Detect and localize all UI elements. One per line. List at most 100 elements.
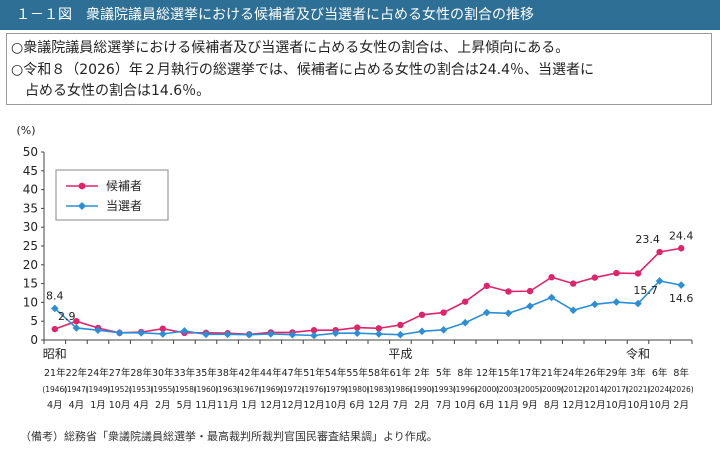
- data-point-2: [72, 324, 81, 332]
- x-tick-western-year: (1949): [86, 385, 111, 394]
- data-point-2: [288, 330, 297, 339]
- y-axis-unit: (%): [16, 124, 35, 137]
- x-tick-year: 17年: [519, 367, 541, 379]
- x-tick-western-year: (1963): [215, 385, 240, 394]
- x-tick-year: 2年: [414, 367, 430, 379]
- x-tick-western-year: (1986): [388, 385, 413, 394]
- y-tick-label: 50: [23, 145, 38, 159]
- data-point-2: [310, 331, 318, 340]
- x-tick-western-year: (1980): [345, 385, 370, 394]
- x-tick-month: 10月: [606, 400, 628, 411]
- data-point-2: [353, 329, 361, 338]
- x-tick-year: 22年: [66, 367, 88, 379]
- x-tick-western-year: (2003): [496, 385, 521, 394]
- x-tick-month: 12月: [260, 400, 282, 411]
- x-tick-western-year: (2005): [518, 385, 543, 394]
- data-label: 8.4: [46, 289, 64, 302]
- x-tick-month: 10月: [325, 400, 347, 411]
- x-tick-year: 24年: [87, 367, 109, 379]
- x-tick-year: 8年: [673, 367, 689, 379]
- x-tick-year: 28年: [130, 367, 152, 379]
- y-tick-label: 10: [23, 295, 38, 309]
- x-tick-month: 10月: [627, 400, 649, 411]
- x-tick-western-year: (1996): [453, 385, 478, 394]
- data-point-2: [504, 309, 513, 318]
- data-point-1: [678, 245, 685, 252]
- x-tick-year: 6年: [652, 367, 668, 379]
- era-label: 令和: [626, 346, 650, 361]
- data-point-2: [418, 327, 426, 336]
- data-point-2: [591, 300, 599, 309]
- x-tick-month: 11月: [217, 400, 239, 411]
- x-tick-year: 44年: [260, 367, 282, 379]
- data-point-2: [483, 308, 491, 317]
- x-tick-month: 10月: [649, 400, 671, 411]
- x-tick-year: 30年: [152, 367, 174, 379]
- legend-label-1: 候補者: [106, 179, 142, 193]
- data-point-1: [159, 325, 166, 332]
- x-tick-western-year: (1955): [150, 385, 175, 394]
- source-note: （備考）総務省「衆議院議員総選挙・最高裁判所裁判官国民審査結果調」より作成。: [20, 430, 438, 443]
- x-tick-month: 7月: [436, 400, 452, 411]
- legend-box: [55, 169, 169, 221]
- x-tick-year: 51年: [303, 367, 325, 379]
- x-tick-western-year: (2009): [539, 385, 564, 394]
- data-point-2: [526, 302, 534, 310]
- chart-area: (%) 0 5 10 15 20 25 30 35 40 45 50 21年 (1946) 4月 22年 (19…: [0, 112, 720, 424]
- x-tick-western-year: (1952): [107, 385, 132, 394]
- x-tick-western-year: (1972): [280, 385, 305, 394]
- x-tick-month: 7月: [393, 400, 409, 411]
- data-point-1: [397, 321, 404, 329]
- data-point-2: [223, 330, 232, 339]
- summary-line-1: ○衆議院議員総選挙における候補者及び当選者に占める女性の割合は、上昇傾向にある。: [11, 40, 570, 56]
- data-label: 15.7: [633, 284, 658, 297]
- legend-marker-1: [78, 182, 86, 190]
- summary-line-3: 占める女性の割合は14.6％。: [11, 83, 211, 99]
- data-label: 23.4: [635, 233, 660, 246]
- x-tick-western-year: (1969): [258, 385, 283, 394]
- x-tick-month: 6月: [349, 400, 365, 411]
- x-tick-month: 12月: [368, 400, 390, 411]
- data-point-1: [548, 274, 555, 281]
- x-tick-western-year: (2024): [647, 385, 672, 394]
- data-point-2: [634, 299, 642, 308]
- data-point-1: [613, 269, 620, 277]
- figure-title: １－１図 衆議院議員総選挙における候補者及び当選者に占める女性の割合の推移: [0, 0, 720, 30]
- x-tick-month: 2月: [414, 400, 430, 411]
- data-point-2: [461, 318, 469, 327]
- x-tick-year: 35年: [195, 367, 217, 379]
- x-tick-western-year: (1960): [194, 385, 219, 394]
- x-tick-month: 12月: [282, 400, 304, 411]
- legend-marker-2: [78, 202, 86, 210]
- x-tick-western-year: (1947): [64, 385, 89, 394]
- data-label: 14.6: [669, 292, 694, 305]
- x-tick-month: 1月: [90, 400, 106, 411]
- x-tick-western-year: (1990): [410, 385, 435, 394]
- data-point-2: [396, 330, 405, 339]
- x-tick-month: 1月: [241, 400, 257, 411]
- x-tick-year: 55年: [346, 367, 368, 379]
- x-tick-western-year: (2021): [626, 385, 651, 394]
- data-point-1: [73, 318, 80, 325]
- data-point-2: [677, 281, 685, 289]
- data-point-1: [483, 282, 490, 290]
- summary-box: ○衆議院議員総選挙における候補者及び当選者に占める女性の割合は、上昇傾向にある。…: [6, 33, 712, 105]
- data-point-1: [591, 274, 598, 281]
- era-label: 昭和: [43, 347, 67, 361]
- x-tick-year: 15年: [498, 367, 520, 379]
- data-point-1: [375, 325, 382, 332]
- data-point-2: [202, 330, 210, 339]
- x-tick-western-year: (1979): [323, 385, 348, 394]
- x-tick-year: 42年: [238, 367, 260, 379]
- x-tick-year: 61年: [390, 367, 412, 379]
- data-point-2: [612, 298, 621, 306]
- x-tick-year: 26年: [584, 367, 606, 379]
- x-tick-western-year: (1958): [172, 385, 197, 394]
- x-tick-month: 4月: [69, 400, 85, 411]
- x-tick-year: 3年: [630, 367, 646, 379]
- data-point-1: [354, 324, 361, 331]
- x-tick-western-year: (2017): [604, 385, 629, 394]
- y-tick-label: 35: [23, 201, 38, 215]
- x-tick-month: 4月: [47, 400, 63, 411]
- x-tick-year: 38年: [217, 367, 239, 379]
